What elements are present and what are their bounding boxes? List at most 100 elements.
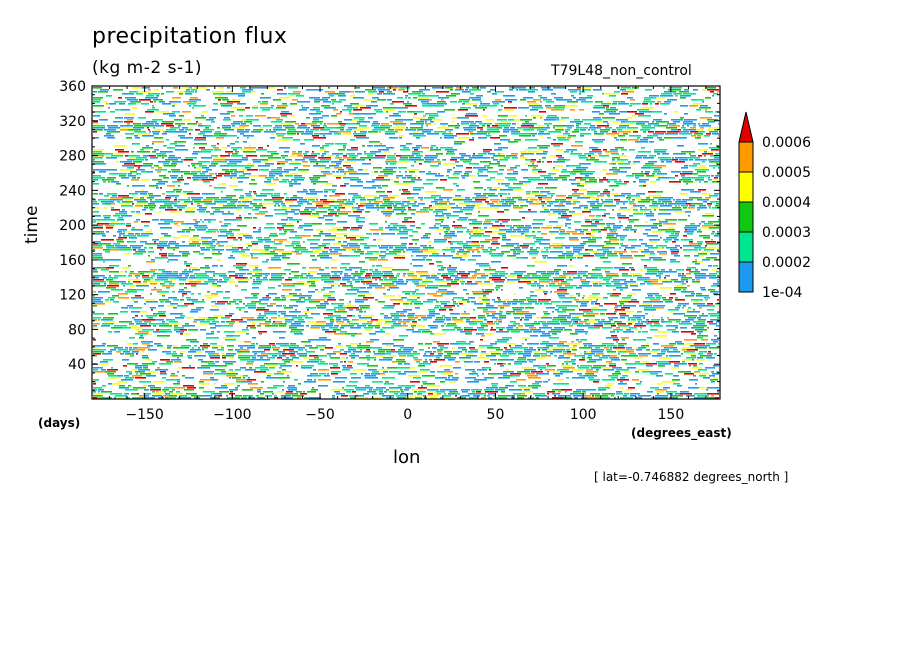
- precip-streak: [324, 255, 329, 257]
- precip-streak: [284, 307, 293, 309]
- precip-streak: [122, 201, 133, 203]
- precip-streak: [355, 239, 364, 241]
- precip-streak: [686, 273, 691, 275]
- precip-streak: [688, 321, 690, 323]
- precip-streak: [239, 321, 247, 323]
- precip-streak: [350, 179, 361, 181]
- precip-streak: [382, 185, 388, 187]
- precip-streak: [423, 247, 434, 249]
- precip-streak: [680, 105, 688, 107]
- precip-streak: [170, 303, 178, 305]
- precip-streak: [313, 107, 320, 109]
- precip-streak: [136, 285, 149, 287]
- precip-streak: [340, 331, 347, 333]
- precip-streak: [606, 281, 609, 283]
- precip-streak: [167, 345, 172, 347]
- precip-streak: [623, 305, 636, 307]
- y-axis-unit: (days): [38, 416, 81, 430]
- precip-streak: [591, 129, 596, 131]
- precip-streak: [383, 293, 386, 295]
- precip-streak: [366, 349, 370, 351]
- precip-streak: [596, 299, 598, 301]
- precip-streak: [345, 269, 352, 271]
- precip-streak: [180, 315, 185, 317]
- precip-streak: [517, 277, 527, 279]
- precip-streak: [193, 251, 200, 253]
- precip-streak: [635, 329, 638, 331]
- precip-streak: [259, 323, 270, 325]
- precip-streak: [633, 213, 643, 215]
- precip-streak: [109, 271, 119, 273]
- precip-streak: [190, 341, 199, 343]
- precip-streak: [312, 223, 322, 225]
- precip-streak: [141, 341, 153, 343]
- precip-streak: [450, 247, 462, 249]
- precip-streak: [281, 295, 285, 297]
- precip-streak: [685, 229, 687, 231]
- precip-streak: [114, 331, 120, 333]
- precip-streak: [160, 227, 172, 229]
- precip-streak: [118, 195, 129, 197]
- precip-streak: [309, 277, 317, 279]
- precip-streak: [654, 209, 656, 211]
- precip-streak: [235, 159, 248, 161]
- precip-streak: [349, 113, 353, 115]
- precip-streak: [345, 333, 357, 335]
- precip-streak: [134, 221, 138, 223]
- precip-streak: [536, 201, 540, 203]
- precip-streak: [135, 275, 140, 277]
- precip-streak: [235, 303, 239, 305]
- precip-streak: [717, 317, 719, 319]
- precip-streak: [676, 269, 684, 271]
- precip-streak: [501, 205, 511, 207]
- precip-streak: [130, 101, 141, 103]
- precip-streak: [568, 195, 580, 197]
- precip-field: [93, 87, 719, 399]
- precip-streak: [408, 271, 415, 273]
- precip-streak: [645, 229, 651, 231]
- precip-streak: [168, 91, 174, 93]
- precip-streak: [227, 203, 235, 205]
- precip-streak: [191, 203, 193, 205]
- precip-streak: [534, 261, 547, 263]
- precip-streak: [315, 181, 328, 183]
- precip-streak: [148, 129, 150, 131]
- precip-streak: [513, 171, 518, 173]
- precip-streak: [93, 203, 99, 205]
- precip-streak: [539, 147, 548, 149]
- precip-streak: [520, 303, 532, 305]
- precip-streak: [540, 343, 551, 345]
- precip-streak: [380, 127, 390, 129]
- precip-streak: [459, 303, 463, 305]
- precip-streak: [498, 233, 506, 235]
- precip-streak: [135, 333, 148, 335]
- precip-streak: [106, 267, 114, 269]
- precip-streak: [657, 101, 661, 103]
- precip-streak: [182, 271, 193, 273]
- precip-streak: [486, 293, 489, 295]
- precip-streak: [442, 329, 455, 331]
- precip-streak: [245, 129, 250, 131]
- precip-streak: [574, 129, 579, 131]
- precip-streak: [544, 313, 550, 315]
- precip-streak: [644, 249, 649, 251]
- precip-streak: [368, 93, 373, 95]
- precip-streak: [246, 247, 248, 249]
- precip-streak: [246, 119, 259, 121]
- precip-streak: [503, 303, 511, 305]
- precip-streak: [330, 251, 338, 253]
- precip-streak: [437, 101, 446, 103]
- precip-streak: [141, 315, 143, 317]
- precip-streak: [320, 199, 327, 201]
- precip-streak: [237, 177, 249, 179]
- precip-streak: [467, 281, 472, 283]
- precip-streak: [421, 125, 423, 127]
- precip-streak: [533, 219, 545, 221]
- precip-streak: [273, 173, 275, 175]
- precip-streak: [211, 145, 216, 147]
- precip-streak: [549, 285, 562, 287]
- precip-streak: [675, 201, 678, 203]
- precip-streak: [553, 167, 555, 169]
- precip-streak: [487, 315, 495, 317]
- precip-streak: [111, 181, 119, 183]
